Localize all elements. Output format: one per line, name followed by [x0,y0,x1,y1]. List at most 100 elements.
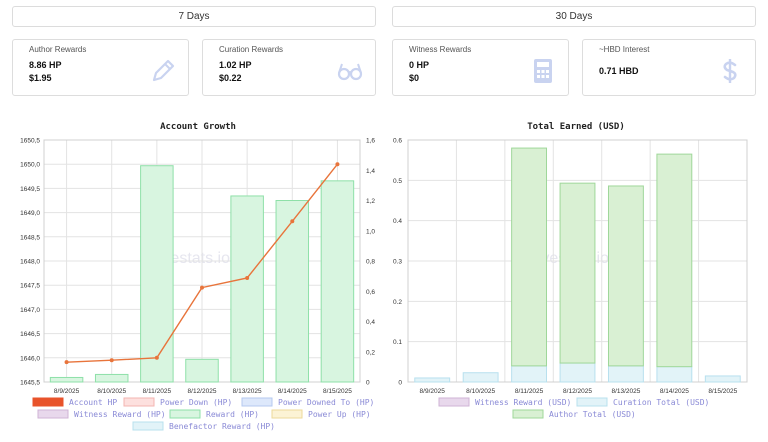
y-tick-label: 0.3 [393,259,402,266]
y-right-tick-label: 1,6 [366,138,375,145]
author-bar [511,147,548,367]
y-left-tick-label: 1646,5 [20,331,40,338]
y-right-tick-label: 0,2 [366,349,375,356]
y-tick-label: 0.2 [393,299,402,306]
legend-swatch [271,409,303,419]
reward-bar [230,195,264,383]
author-bar [559,182,596,364]
y-tick-label: 0.1 [393,339,402,346]
curation-rewards-card: Curation Rewards 1.02 HP $0.22 [202,39,376,96]
x-tick-label: 8/9/2025 [420,388,446,395]
reward-bar [185,358,219,383]
author-bar [656,153,693,368]
y-right-tick-label: 1,2 [366,198,375,205]
hbd-interest-card: ~HBD Interest 0.71 HBD [582,39,756,96]
card-value-usd: $1.95 [29,73,52,83]
x-tick-label: 8/13/2025 [233,388,262,395]
total-earned-chart: Total Earned (USD) hivestats.io00.10.20.… [384,118,768,438]
y-left-tick-label: 1649,5 [20,186,40,193]
x-tick-label: 8/14/2025 [660,388,689,395]
x-tick-label: 8/11/2025 [143,388,172,395]
y-right-tick-label: 1,4 [366,168,375,175]
witness-rewards-card: Witness Rewards 0 HP $0 [392,39,569,96]
y-right-tick-label: 1,0 [366,228,375,235]
legend-swatch [241,397,273,407]
y-left-tick-label: 1649,0 [20,210,40,217]
legend-swatch [32,397,64,407]
x-tick-label: 8/12/2025 [563,388,592,395]
curation-bar [656,366,693,383]
calculator-icon [534,59,552,83]
account-growth-svg: hivestats.io1645,51646,01646,51647,01647… [20,138,375,432]
y-left-tick-label: 1650,0 [20,162,40,169]
account-hp-point [64,360,69,365]
x-tick-label: 8/11/2025 [515,388,544,395]
card-value-hp: 1.02 HP [219,60,252,70]
curation-bar [414,377,451,383]
y-right-tick-label: 0,4 [366,319,375,326]
y-right-tick-label: 0,8 [366,259,375,266]
y-left-tick-label: 1650,5 [20,138,40,145]
x-tick-label: 8/13/2025 [611,388,640,395]
legend-swatch [169,409,201,419]
dollar-icon [723,59,737,83]
y-left-tick-label: 1648,5 [20,234,40,241]
curation-bar [511,365,548,383]
pencil-icon [152,59,175,82]
card-value-usd: $0 [409,73,420,83]
legend-label: Curation Total (USD) [613,398,709,407]
x-tick-label: 8/9/2025 [54,388,80,395]
card-value-hp: 8.86 HP [29,60,62,70]
card-title: ~HBD Interest [599,45,650,54]
chart-title: Account Growth [160,122,236,132]
legend-label: Power Up (HP) [308,410,371,419]
y-left-tick-label: 1647,5 [20,283,40,290]
legend-label: Power Downed To (HP) [278,398,374,407]
y-right-tick-label: 0 [366,380,370,387]
x-tick-label: 8/14/2025 [278,388,307,395]
y-tick-label: 0.4 [393,218,402,225]
reward-bar [94,373,129,383]
account-growth-chart: Account Growth hivestats.io 1645,5 1646,0 1… [0,118,384,438]
card-title: Witness Rewards [409,45,472,54]
card-title: Curation Rewards [219,45,284,54]
card-title: Author Rewards [29,45,87,54]
y-left-tick-label: 1645,5 [20,380,40,387]
legend-swatch [123,397,155,407]
account-hp-point [290,219,295,224]
x-tick-label: 8/10/2025 [466,388,495,395]
legend-swatch [132,421,164,431]
x-tick-label: 8/15/2025 [323,388,352,395]
account-hp-point [335,162,340,167]
account-hp-point [245,275,250,280]
legend-label: Author Total (USD) [549,410,636,419]
x-tick-label: 8/12/2025 [188,388,217,395]
legend-swatch [512,409,544,419]
legend-label: Witness Reward (USD) [475,398,571,407]
y-right-tick-label: 0,6 [366,289,375,296]
reward-bar [320,180,355,383]
account-hp-point [154,355,159,360]
legend-label: Benefactor Reward (HP) [169,422,275,431]
y-left-tick-label: 1647,0 [20,307,40,314]
legend-label: Account HP [69,398,117,407]
legend-label: Witness Reward (HP) [74,410,166,419]
glasses-icon [337,63,363,81]
account-hp-point [200,285,204,290]
y-left-tick-label: 1646,0 [20,355,40,362]
y-tick-label: 0.5 [393,178,402,185]
card-value-usd: $0.22 [219,73,242,83]
reward-bar [140,165,174,383]
curation-bar [462,372,499,383]
tab-30-days[interactable]: 30 Days [392,6,756,27]
author-rewards-card: Author Rewards 8.86 HP $1.95 [12,39,189,96]
reward-bar [49,376,84,383]
account-hp-point [109,358,114,363]
legend-swatch [37,409,69,419]
curation-bar [607,365,644,383]
y-tick-label: 0 [398,380,402,387]
chart-title: Total Earned (USD) [527,122,625,132]
x-tick-label: 8/10/2025 [97,388,126,395]
total-earned-svg: hivestats.io00.10.20.30.40.50.68/9/20258… [393,138,748,419]
tab-7-days[interactable]: 7 Days [12,6,376,27]
